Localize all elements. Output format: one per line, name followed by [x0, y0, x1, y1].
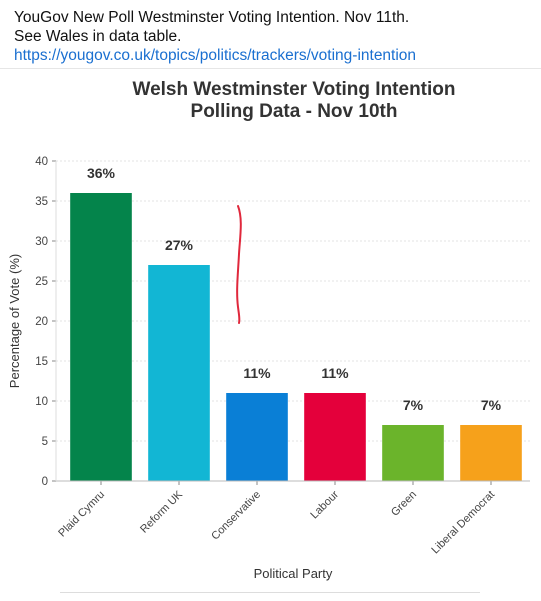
y-tick-label: 35: [35, 196, 48, 208]
post-line-2: See Wales in data table. https://yougov.…: [14, 27, 529, 65]
x-tick-label: Plaid Cymru: [56, 489, 107, 540]
chart-card: Welsh Westminster Voting Intention Polli…: [0, 68, 541, 601]
y-tick-label: 30: [35, 236, 48, 248]
chart-title: Welsh Westminster Voting Intention: [132, 79, 455, 100]
y-axis-label: Percentage of Vote (%): [7, 254, 22, 388]
x-tick-label: Green: [389, 489, 419, 519]
x-tick-label: Reform UK: [138, 488, 185, 535]
data-label: 11%: [243, 365, 271, 381]
data-label: 7%: [481, 397, 502, 413]
x-tick-label: Labour: [308, 488, 341, 521]
y-tick-label: 0: [42, 476, 48, 488]
data-label: 11%: [321, 365, 349, 381]
y-tick-label: 15: [35, 356, 48, 368]
bar-green: [382, 425, 444, 481]
yougov-link[interactable]: https://yougov.co.uk/topics/politics/tra…: [14, 47, 417, 64]
y-tick-label: 10: [35, 396, 48, 408]
data-labels: 36% 27% 11% 11% 7% 7%: [87, 165, 502, 413]
hand-drawn-annotation: [236, 205, 242, 324]
bar-chart: Welsh Westminster Voting Intention Polli…: [7, 79, 530, 581]
y-tick-label: 20: [35, 316, 48, 328]
y-tick-labels: 0 5 10 15 20 25 30 35 40: [35, 156, 56, 488]
x-tick-label: Liberal Democrat: [429, 489, 497, 557]
y-tick-label: 5: [42, 436, 48, 448]
y-tick-label: 25: [35, 276, 48, 288]
x-tick-label: Conservative: [209, 489, 263, 543]
post-text: YouGov New Poll Westminster Voting Inten…: [14, 8, 529, 65]
bar-labour: [304, 393, 366, 481]
post-line-2-prefix: See Wales in data table.: [14, 28, 182, 45]
bar-conservative: [226, 393, 288, 481]
bar-reform-uk: [148, 265, 210, 481]
bottom-divider: [60, 592, 480, 601]
post-line-1: YouGov New Poll Westminster Voting Inten…: [14, 9, 410, 26]
data-label: 36%: [87, 165, 116, 181]
y-tick-label: 40: [35, 156, 48, 168]
data-label: 27%: [165, 237, 194, 253]
x-axis-label: Political Party: [254, 566, 333, 581]
data-label: 7%: [403, 397, 424, 413]
chart-subtitle: Polling Data - Nov 10th: [191, 101, 398, 122]
bar-plaid-cymru: [70, 193, 132, 481]
bar-liberal-democrat: [460, 425, 522, 481]
bars: [70, 193, 522, 481]
x-tick-labels: Plaid Cymru Reform UK Conservative Labour Gr…: [56, 481, 497, 556]
